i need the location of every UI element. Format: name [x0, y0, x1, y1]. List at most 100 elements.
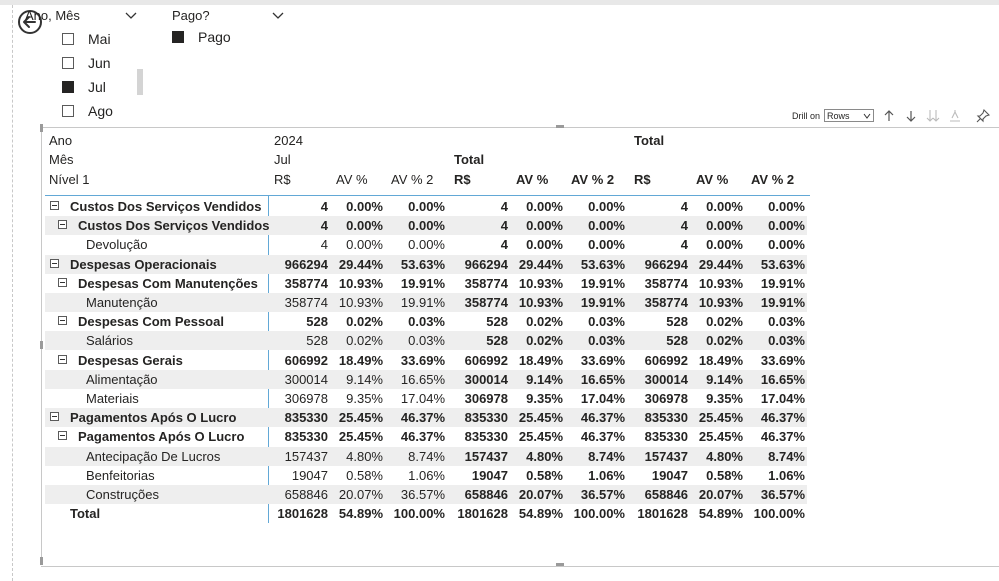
table-row: Custos Dos Serviços Vendidos 4 0.00% 0.00% 4…	[45, 197, 807, 216]
value-cell: 0.02%	[346, 333, 383, 349]
value-cell: 306978	[644, 391, 688, 406]
resize-handle-top-left[interactable]	[40, 124, 43, 132]
value-cell: 528	[666, 333, 688, 349]
value-cell: 33.69%	[760, 352, 805, 368]
value-cell: 8.74%	[588, 448, 625, 464]
value-cell: 29.44%	[518, 256, 563, 272]
expand-hierarchy-icon[interactable]	[948, 109, 962, 123]
value-cell: 20.07%	[518, 487, 563, 502]
slicer-month-option-label: Jun	[88, 55, 111, 71]
slicer-month-option[interactable]: Jun	[62, 55, 111, 71]
value-cell: 1801628	[457, 506, 508, 522]
value-cell: 835330	[284, 410, 328, 426]
value-cell: 0.00%	[768, 199, 805, 214]
value-cell: 4	[500, 199, 508, 214]
slicer-month-option[interactable]: Jul	[62, 79, 106, 95]
value-cell: 0.03%	[588, 314, 625, 330]
row-label: Total	[70, 506, 101, 522]
value-cell: 0.00%	[408, 218, 445, 234]
value-cell: 36.57%	[400, 487, 445, 502]
value-cell: 157437	[284, 448, 328, 464]
slicer-pago-title: Pago?	[172, 8, 210, 23]
checkbox[interactable]	[172, 31, 184, 43]
header-ano: Ano	[49, 133, 73, 148]
collapse-icon[interactable]	[50, 258, 59, 268]
value-cell: 835330	[644, 410, 688, 426]
value-cell: 658846	[284, 487, 328, 502]
resize-handle-top[interactable]	[556, 125, 564, 128]
slicer-scrollbar[interactable]	[137, 69, 143, 95]
value-cell: 100.00%	[393, 506, 445, 522]
value-cell: 528	[306, 333, 328, 349]
value-cell: 528	[306, 314, 328, 330]
row-label: Antecipação De Lucros	[86, 448, 221, 464]
slicer-month-option-label: Ago	[88, 103, 113, 119]
value-cell: 4	[680, 218, 688, 234]
value-cell: 1.06%	[588, 467, 625, 483]
slicer-month-option[interactable]: Mai	[62, 31, 111, 47]
value-cell: 19.91%	[760, 295, 805, 310]
value-cell: 33.69%	[580, 352, 625, 368]
value-cell: 10.93%	[518, 275, 563, 291]
value-cell: 157437	[644, 448, 688, 464]
value-cell: 46.37%	[760, 429, 805, 445]
value-cell: 4	[320, 237, 328, 253]
expand-all-down-icon[interactable]	[926, 109, 940, 123]
chevron-down-icon[interactable]	[124, 8, 138, 22]
collapse-icon[interactable]	[58, 277, 67, 287]
row-label: Materiais	[86, 391, 139, 406]
row-label: Pagamentos Após O Lucro	[70, 410, 237, 426]
checkbox[interactable]	[62, 105, 74, 117]
pin-icon[interactable]	[976, 109, 990, 123]
value-cell: 966294	[284, 256, 328, 272]
value-cell: 53.63%	[580, 256, 625, 272]
checkbox[interactable]	[62, 81, 74, 93]
chevron-down-icon[interactable]	[271, 8, 285, 22]
checkbox[interactable]	[62, 33, 74, 45]
value-cell: 0.03%	[408, 333, 445, 349]
drill-on-select[interactable]: Rows	[824, 109, 874, 122]
table-row: Despesas Com Pessoal 528 0.02% 0.03% 528 0.02…	[45, 312, 807, 331]
table-row: Materiais 306978 9.35% 17.04% 306978 9.35% 17.…	[45, 389, 807, 408]
collapse-icon[interactable]	[50, 412, 59, 422]
table-row: Alimentação 300014 9.14% 16.65% 300014 9.14% 1…	[45, 369, 807, 389]
value-cell: 0.00%	[588, 218, 625, 234]
resize-handle-left[interactable]	[40, 341, 43, 349]
slicer-month-option[interactable]: Ago	[62, 103, 113, 119]
value-cell: 358774	[464, 295, 508, 310]
value-cell: 29.44%	[698, 256, 743, 272]
collapse-icon[interactable]	[58, 316, 67, 326]
value-cell: 10.93%	[518, 295, 563, 310]
checkbox[interactable]	[62, 57, 74, 69]
value-cell: 0.03%	[588, 333, 625, 349]
table-row: Despesas Operacionais 966294 29.44% 53.63% 9…	[45, 254, 807, 274]
resize-handle-bottom[interactable]	[556, 563, 564, 566]
value-cell: 25.45%	[518, 410, 563, 426]
back-arrow-icon[interactable]	[17, 9, 43, 35]
value-cell: 16.65%	[760, 371, 805, 387]
table-row: Custos Dos Serviços Vendidos 4 0.00% 0.00% 4…	[45, 216, 807, 236]
value-cell: 358774	[284, 275, 328, 291]
header-divider	[45, 195, 810, 196]
value-cell: 966294	[464, 256, 508, 272]
value-cell: 19047	[471, 467, 508, 483]
value-cell: 18.49%	[338, 352, 383, 368]
collapse-icon[interactable]	[58, 431, 67, 441]
value-cell: 9.14%	[706, 371, 743, 387]
collapse-icon[interactable]	[58, 354, 67, 364]
drill-down-icon[interactable]	[904, 109, 918, 123]
value-cell: 528	[486, 333, 508, 349]
collapse-icon[interactable]	[50, 201, 59, 210]
row-label: Despesas Gerais	[78, 352, 183, 368]
resize-handle-bottom-left[interactable]	[40, 557, 43, 565]
value-cell: 0.00%	[526, 218, 563, 234]
value-cell: 4	[680, 237, 688, 253]
collapse-icon[interactable]	[58, 220, 67, 230]
value-cell: 25.45%	[518, 429, 563, 445]
header-mes: Mês	[49, 152, 74, 167]
value-cell: 18.49%	[518, 352, 563, 368]
value-cell: 33.69%	[400, 352, 445, 368]
value-cell: 53.63%	[400, 256, 445, 272]
drill-up-icon[interactable]	[882, 109, 896, 123]
slicer-pago-option[interactable]: Pago	[172, 29, 231, 45]
